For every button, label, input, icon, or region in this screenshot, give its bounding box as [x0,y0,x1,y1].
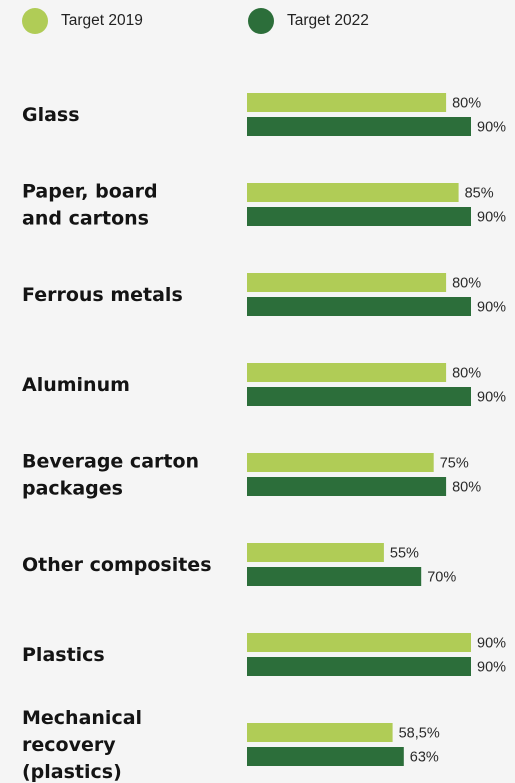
category-label-line: Glass [22,104,80,126]
bar-target-2019-beverage-carton-packages [247,453,434,472]
bar-target-2022-paper-board-and-cartons [247,207,471,226]
category-label-ferrous-metals: Ferrous metals [22,284,183,306]
bar-target-2019-plastics [247,633,471,652]
value-label-target-2019-mechanical-recovery-plastics: 58,5% [399,726,440,742]
category-label-line: Plastics [22,644,105,666]
value-label-target-2022-beverage-carton-packages: 80% [452,480,481,496]
category-label-line: recovery [22,734,116,756]
bar-target-2019-paper-board-and-cartons [247,183,459,202]
category-label-glass: Glass [22,104,80,126]
category-label-line: (plastics) [22,761,122,783]
bar-target-2022-ferrous-metals [247,297,471,316]
value-label-target-2019-other-composites: 55% [390,546,419,562]
value-label-target-2019-aluminum: 80% [452,366,481,382]
category-label-line: Beverage carton [22,451,199,473]
category-label-line: packages [22,478,123,500]
value-label-target-2022-other-composites: 70% [427,570,456,586]
value-label-target-2019-ferrous-metals: 80% [452,276,481,292]
category-label-line: Ferrous metals [22,284,183,306]
value-label-target-2019-glass: 80% [452,96,481,112]
value-label-target-2019-plastics: 90% [477,636,506,652]
bar-target-2022-other-composites [247,567,422,586]
bar-target-2022-beverage-carton-packages [247,477,447,496]
category-label-line: Aluminum [22,374,130,396]
value-label-target-2022-ferrous-metals: 90% [477,300,506,316]
bar-target-2022-aluminum [247,387,471,406]
value-label-target-2022-mechanical-recovery-plastics: 63% [410,750,439,766]
bar-target-2019-mechanical-recovery-plastics [247,723,393,742]
value-label-target-2022-glass: 90% [477,120,506,136]
value-label-target-2019-beverage-carton-packages: 75% [440,456,469,472]
category-label-other-composites: Other composites [22,554,212,576]
category-label-mechanical-recovery-plastics: Mechanical recovery (plastics) [22,707,142,783]
bar-target-2019-other-composites [247,543,384,562]
legend-swatch-target-2022 [248,8,274,34]
category-label-line: and cartons [22,208,149,230]
category-label-line: Paper, board [22,181,158,203]
value-label-target-2022-plastics: 90% [477,660,506,676]
bar-target-2019-ferrous-metals [247,273,447,292]
value-label-target-2019-paper-board-and-cartons: 85% [465,186,494,202]
bar-target-2019-aluminum [247,363,447,382]
legend-label-target-2019: Target 2019 [61,12,143,29]
category-label-line: Other composites [22,554,212,576]
value-label-target-2022-aluminum: 90% [477,390,506,406]
bar-target-2022-glass [247,117,471,136]
bar-target-2022-mechanical-recovery-plastics [247,747,404,766]
bar-target-2022-plastics [247,657,471,676]
category-label-line: Mechanical [22,707,142,729]
category-label-beverage-carton-packages: Beverage carton packages [22,451,199,500]
legend-item-target-2019: Target 2019 [22,8,143,34]
category-label-aluminum: Aluminum [22,374,130,396]
legend-label-target-2022: Target 2022 [287,12,369,29]
bar-target-2019-glass [247,93,447,112]
category-label-plastics: Plastics [22,644,105,666]
value-label-target-2022-paper-board-and-cartons: 90% [477,210,506,226]
legend-item-target-2022: Target 2022 [248,8,369,34]
category-label-paper-board-and-cartons: Paper, board and cartons [22,181,158,230]
legend-swatch-target-2019 [22,8,48,34]
